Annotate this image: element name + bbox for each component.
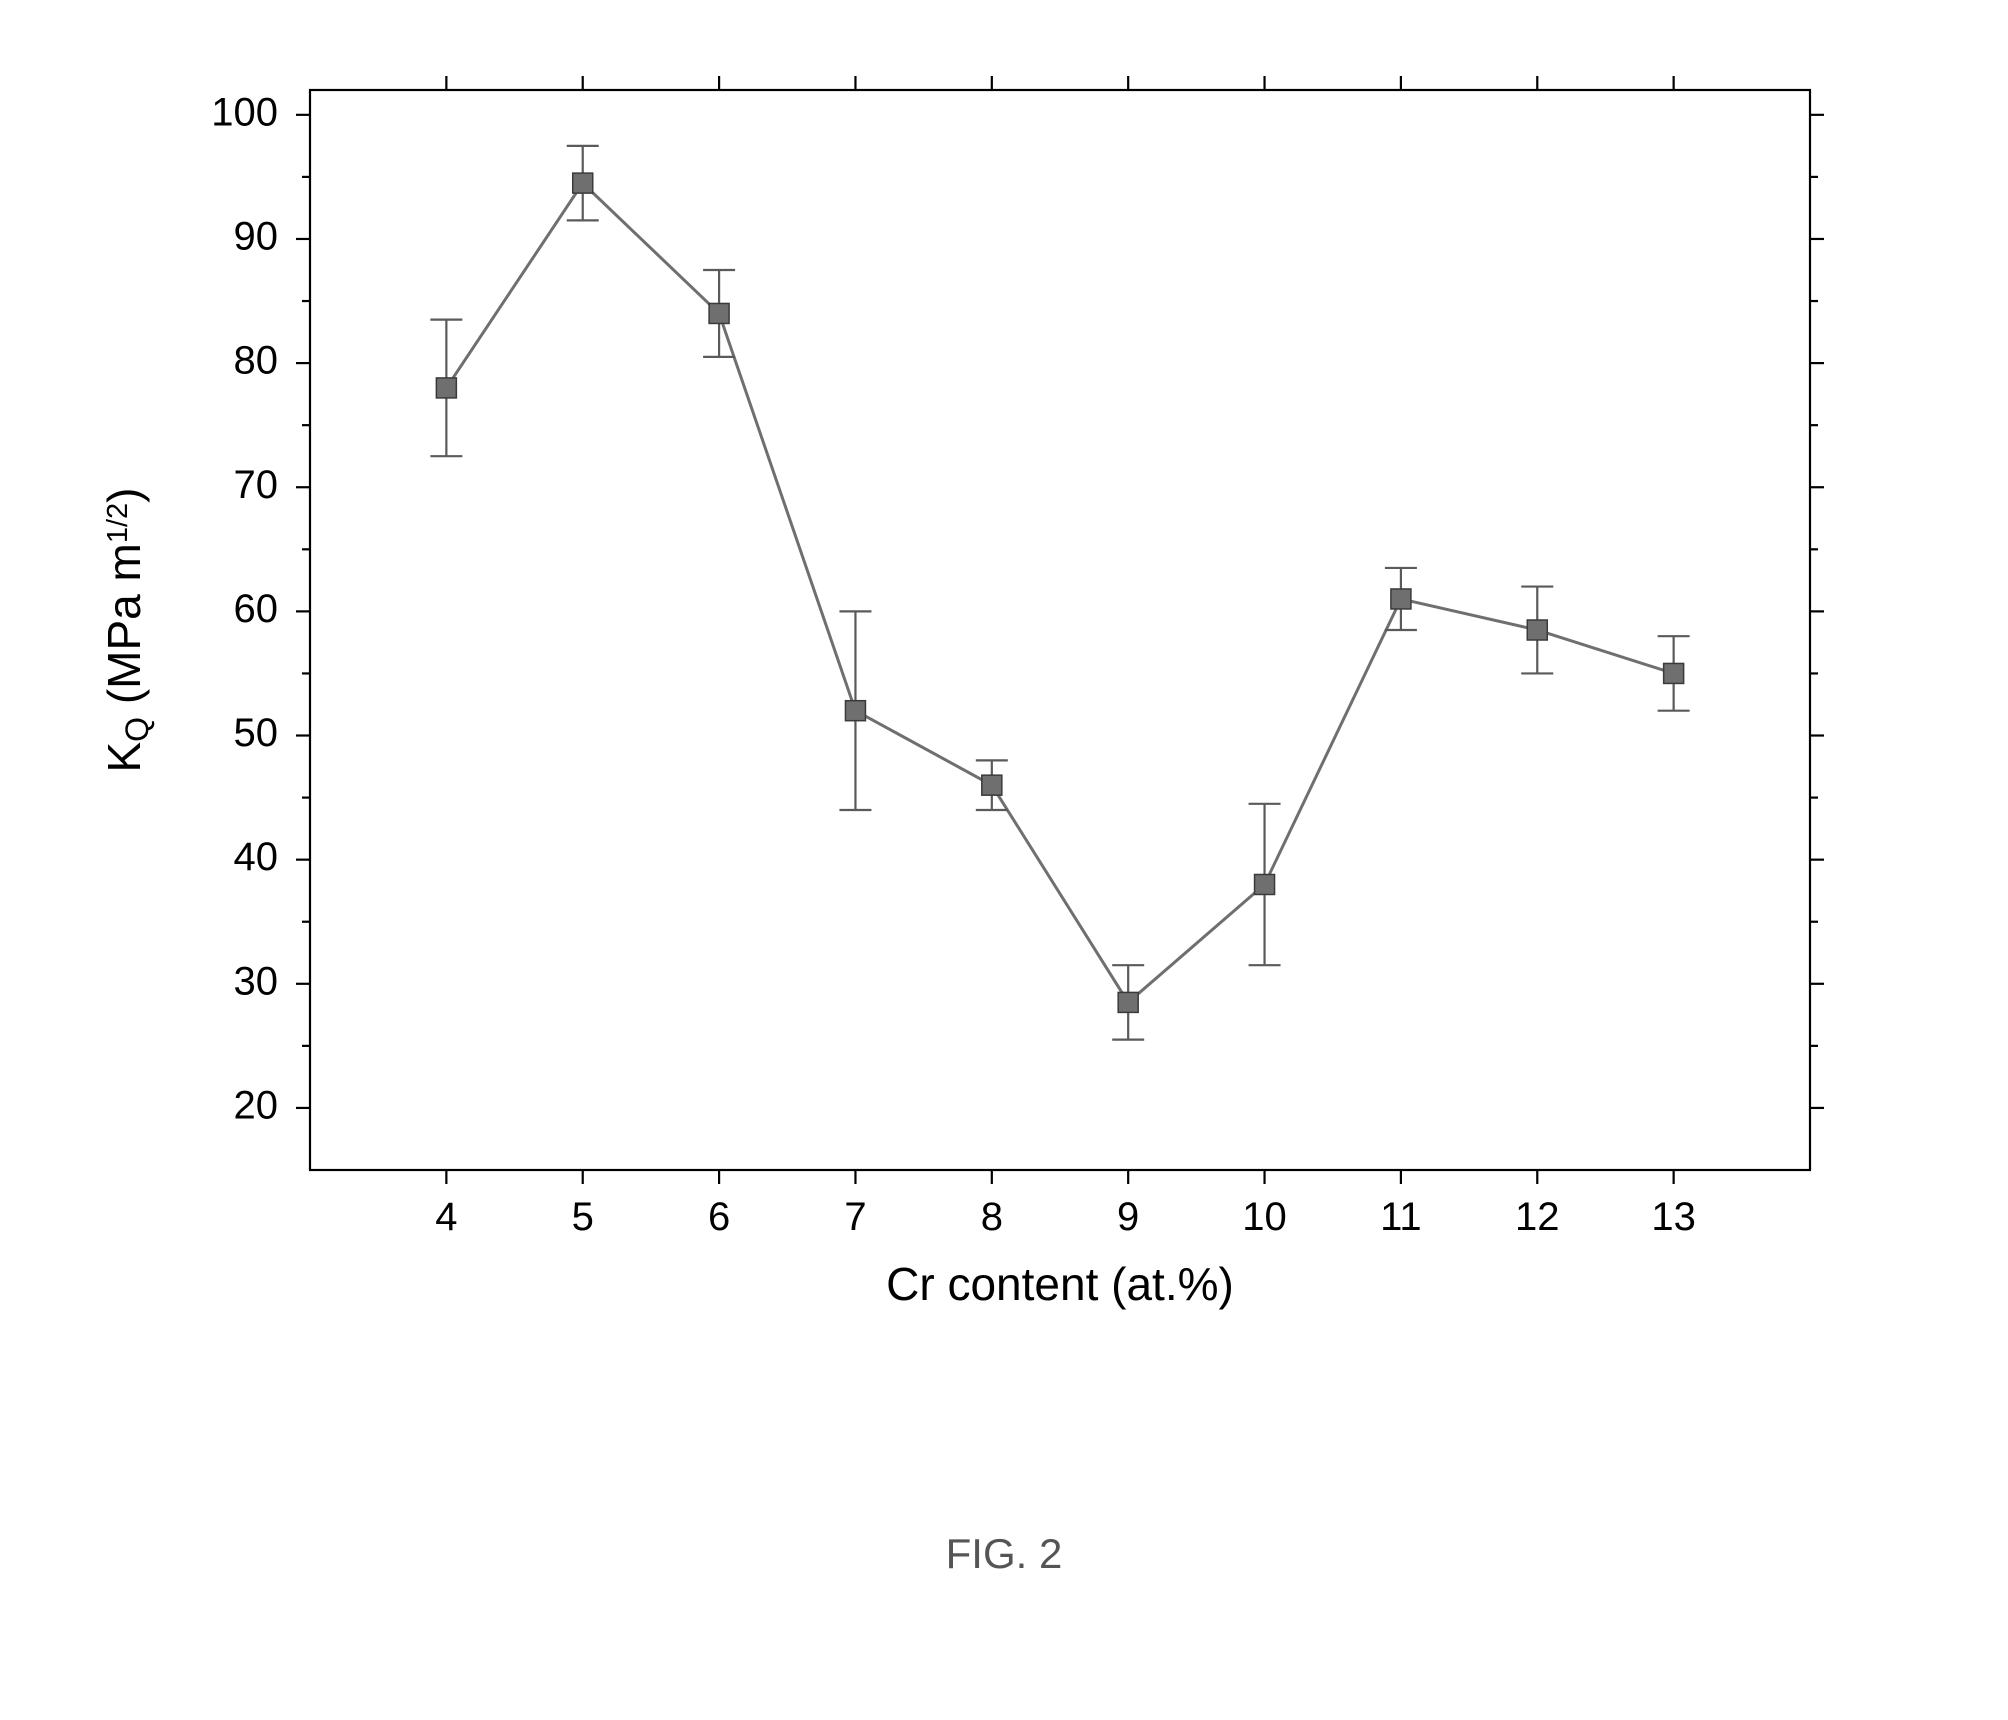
x-tick-label: 5 [572,1195,594,1239]
data-marker [1664,663,1684,683]
data-marker [845,701,865,721]
x-tick-label: 9 [1117,1195,1139,1239]
data-marker [436,378,456,398]
x-tick-label: 13 [1651,1195,1696,1239]
x-tick-label: 12 [1515,1195,1560,1239]
line-chart: 20 30 40 50 60 70 80 90 100 4 5 6 7 8 9 10 11 12 13 Cr cont… [0,0,2008,1720]
data-marker [1118,992,1138,1012]
x-tick-label: 8 [981,1195,1003,1239]
data-marker [982,775,1002,795]
data-marker [1255,874,1275,894]
figure-page: { "figure": { "caption": "FIG. 2", "capt… [0,0,2008,1720]
y-tick-label: 100 [211,90,278,134]
y-tick-label: 40 [234,835,279,879]
y-tick-label: 80 [234,339,279,383]
data-marker [1391,589,1411,609]
data-marker [573,173,593,193]
y-tick-label: 70 [234,463,279,507]
y-tick-label: 50 [234,711,279,755]
y-tick-label: 60 [234,587,279,631]
x-tick-label: 7 [844,1195,866,1239]
x-tick-label: 10 [1242,1195,1287,1239]
x-tick-label: 6 [708,1195,730,1239]
figure-caption: FIG. 2 [0,1530,2008,1578]
y-tick-label: 20 [234,1083,279,1127]
y-tick-label: 90 [234,215,279,259]
y-tick-label: 30 [234,959,279,1003]
x-axis-label: Cr content (at.%) [886,1258,1234,1310]
data-marker [1527,620,1547,640]
x-tick-label: 4 [435,1195,457,1239]
x-tick-label: 11 [1380,1195,1422,1239]
data-marker [709,303,729,323]
